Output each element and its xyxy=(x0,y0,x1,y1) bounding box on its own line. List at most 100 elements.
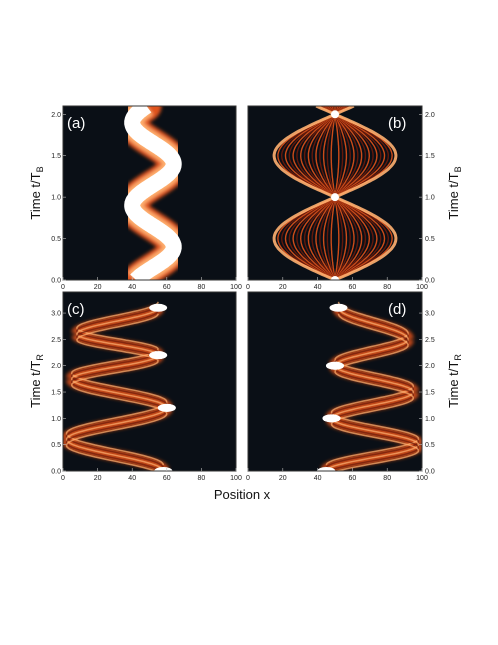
packet-core xyxy=(326,361,344,370)
y-axis-label-bottom-left-sub: R xyxy=(35,354,45,361)
panel-d: 0 20 40 60 80 100 0.0 0.5 1.0 1.5 2.0 2.5 3.0 (d) xyxy=(246,291,435,482)
interference-stripe xyxy=(76,333,159,356)
interference-stripe xyxy=(334,368,415,396)
interference-stripe xyxy=(65,436,165,469)
panel-a-heatmap xyxy=(117,106,189,280)
packet-core xyxy=(157,403,176,412)
x-tick-label: 40 xyxy=(314,475,322,482)
interference-stripe xyxy=(65,439,165,471)
panel-c-xticks: 0 20 40 60 80 100 xyxy=(61,468,242,482)
interference-stripe xyxy=(65,410,168,443)
packet-core xyxy=(149,351,168,360)
x-tick-label: 80 xyxy=(198,475,206,482)
packet-core xyxy=(154,467,173,471)
y-tick-label: 0.0 xyxy=(425,278,435,285)
y-tick-label: 2.0 xyxy=(425,363,435,370)
y-axis-label-bottom-right-sub: R xyxy=(453,354,463,361)
y-axis-label-bottom-right-base: Time t/T xyxy=(446,361,461,408)
interference-stripe xyxy=(330,391,415,419)
y-tick-label: 0.5 xyxy=(425,442,435,449)
interference-stripe xyxy=(76,313,159,341)
x-tick-label: 60 xyxy=(163,284,171,291)
heat-core-layer xyxy=(317,301,420,471)
x-tick-label: 80 xyxy=(383,475,391,482)
y-tick-label: 1.5 xyxy=(425,153,435,160)
panel-d-heatmap xyxy=(317,301,422,471)
x-tick-label: 0 xyxy=(246,475,250,482)
fringe-left xyxy=(272,106,338,280)
x-tick-label: 80 xyxy=(198,284,206,291)
panel-a: 0 20 40 60 80 100 0.0 0.5 1.0 1.5 2.0 (a) xyxy=(51,105,242,291)
panel-b-label: (b) xyxy=(388,115,406,132)
interference-stripe xyxy=(70,354,159,380)
heat-core-layer xyxy=(65,301,176,471)
panel-b-yticks: 0.0 0.5 1.0 1.5 2.0 xyxy=(419,112,435,285)
x-tick-label: 20 xyxy=(279,284,287,291)
panel-c-heatmap xyxy=(63,301,176,471)
packet-core xyxy=(329,303,348,312)
y-axis-label-top-left-sub: B xyxy=(35,166,45,172)
y-axis-label-bottom-left-base: Time t/T xyxy=(28,361,43,408)
x-tick-label: 20 xyxy=(94,284,102,291)
interference-stripe xyxy=(337,313,409,346)
heat-core-layer xyxy=(272,106,398,280)
refocus-point xyxy=(331,110,339,119)
y-tick-label: 1.0 xyxy=(51,416,61,423)
interference-stripe xyxy=(65,413,168,446)
y-tick-label: 3.0 xyxy=(51,311,61,318)
interference-stripe xyxy=(330,421,420,448)
panel-b-frame xyxy=(247,105,423,281)
panel-c-yticks: 0.0 0.5 1.0 1.5 2.0 2.5 3.0 xyxy=(51,311,66,476)
y-tick-label: 1.5 xyxy=(51,153,61,160)
interference-stripe xyxy=(334,450,420,471)
interference-stripe xyxy=(325,444,420,471)
interference-stripe xyxy=(70,378,168,409)
panel-c-frame xyxy=(62,291,237,472)
panel-b: 0 20 40 60 80 100 0.0 0.5 1.0 1.5 2.0 (b) xyxy=(246,105,435,291)
x-axis-label: Position x xyxy=(214,487,271,502)
y-axis-label-top-right-base: Time t/T xyxy=(446,172,461,219)
y-tick-label: 0.5 xyxy=(51,236,61,243)
interference-stripe xyxy=(334,339,409,366)
y-tick-label: 3.0 xyxy=(425,311,435,318)
x-tick-label: 20 xyxy=(94,475,102,482)
y-axis-label-bottom-right: Time t/TR xyxy=(446,354,463,408)
x-tick-label: 0 xyxy=(246,284,250,291)
interference-stripe xyxy=(334,365,415,393)
packet-core xyxy=(322,414,341,423)
panel-c-label: (c) xyxy=(67,301,85,318)
panel-c: 0 20 40 60 80 100 0.0 0.5 1.0 1.5 2.0 2.5 3.0 (c) xyxy=(51,291,242,482)
x-tick-label: 80 xyxy=(383,284,391,291)
interference-stripe xyxy=(337,307,409,340)
x-tick-label: 0 xyxy=(61,284,65,291)
x-tick-label: 60 xyxy=(349,284,357,291)
refocus-point xyxy=(331,276,339,280)
fringe-right xyxy=(332,106,398,280)
packet-core xyxy=(149,303,168,312)
y-tick-label: 1.0 xyxy=(425,416,435,423)
y-tick-label: 0.0 xyxy=(51,469,61,476)
y-axis-label-top-left-base: Time t/T xyxy=(28,172,43,219)
y-axis-label-top-right-sub: B xyxy=(453,166,463,172)
interference-stripe xyxy=(76,307,159,335)
y-tick-label: 1.5 xyxy=(425,390,435,397)
panel-a-frame xyxy=(62,105,237,281)
interference-stripe xyxy=(76,310,159,338)
panel-d-yticks: 0.0 0.5 1.0 1.5 2.0 2.5 3.0 xyxy=(419,311,435,476)
packet-core xyxy=(124,106,182,280)
y-axis-label-top-left: Time t/TB xyxy=(28,166,45,219)
y-tick-label: 0.5 xyxy=(425,236,435,243)
y-tick-label: 0.0 xyxy=(425,469,435,476)
interference-stripe xyxy=(334,371,415,399)
x-tick-label: 40 xyxy=(128,475,136,482)
x-tick-label: 20 xyxy=(279,475,287,482)
interference-stripe xyxy=(65,445,158,471)
panel-d-label: (d) xyxy=(388,301,406,318)
panel-a-xticks: 0 20 40 60 80 100 xyxy=(61,277,242,291)
y-tick-label: 2.5 xyxy=(425,337,435,344)
interference-stripe xyxy=(76,327,159,350)
x-tick-label: 40 xyxy=(128,284,136,291)
panel-a-label: (a) xyxy=(67,115,85,132)
y-axis-label-bottom-left: Time t/TR xyxy=(28,354,45,408)
